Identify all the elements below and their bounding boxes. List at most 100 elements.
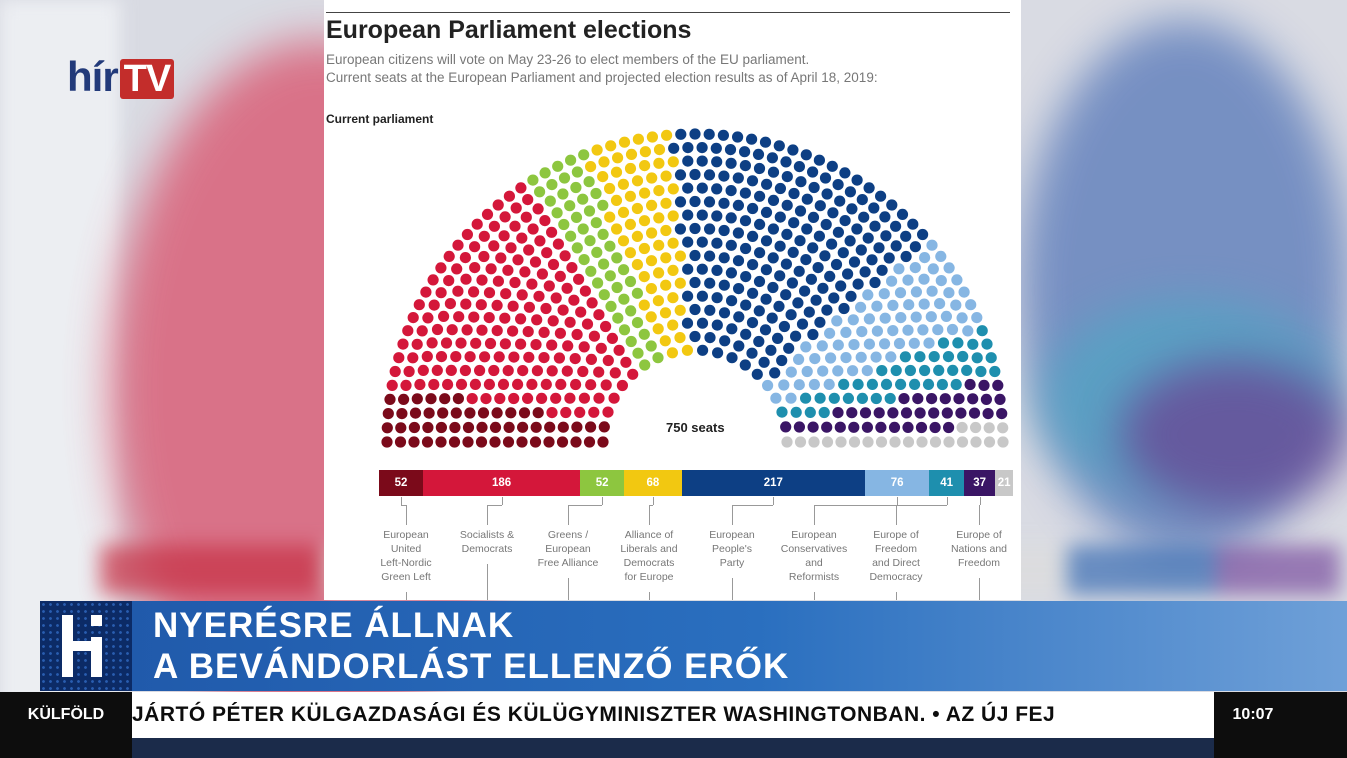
seat-dot xyxy=(805,273,817,285)
seat-dot xyxy=(667,210,679,222)
legend-label: Socialists & Democrats xyxy=(459,529,515,555)
seat-dot xyxy=(689,195,701,208)
seat-dot xyxy=(591,246,603,258)
seat-dot xyxy=(476,324,488,336)
seat-dot xyxy=(407,352,419,364)
seat-dot xyxy=(766,312,778,324)
seat-dot xyxy=(902,324,914,336)
seat-dot xyxy=(878,288,890,300)
seat-dot xyxy=(875,421,887,433)
seat-dot xyxy=(875,436,888,448)
seat-dot xyxy=(828,292,840,304)
seat-dot xyxy=(618,264,630,276)
seat-dot xyxy=(611,281,623,294)
seat-dot xyxy=(578,149,590,161)
seat-dot xyxy=(908,337,920,349)
seat-dot xyxy=(489,436,501,448)
seat-bar-segment: 76 xyxy=(865,470,930,496)
seat-dot xyxy=(893,337,906,350)
seat-dot xyxy=(616,379,628,392)
seat-dot xyxy=(983,422,995,434)
seat-dot xyxy=(604,182,616,195)
seat-dot xyxy=(801,365,813,378)
seat-dot xyxy=(902,436,915,448)
seat-dot xyxy=(859,407,872,419)
seat-dot xyxy=(425,393,437,405)
seat-dot xyxy=(593,366,605,378)
seat-dot xyxy=(879,312,891,324)
seat-dot xyxy=(598,258,610,270)
seat-dot xyxy=(557,188,569,200)
seat-dot xyxy=(527,174,539,186)
seat-dot xyxy=(696,142,708,154)
seat-dot xyxy=(914,351,926,363)
seat-dot xyxy=(725,267,737,279)
seat-dot xyxy=(610,194,623,206)
seat-dot xyxy=(818,406,830,419)
seat-dot xyxy=(400,379,412,391)
seat-dot xyxy=(530,339,542,351)
seat-dot xyxy=(855,351,867,363)
seat-dot xyxy=(653,212,665,224)
seat-dot xyxy=(557,304,569,316)
seat-bar-segment: 68 xyxy=(624,470,682,496)
seat-dot xyxy=(894,287,907,299)
seat-dot xyxy=(646,199,658,211)
seat-dot xyxy=(491,299,503,311)
seat-dot xyxy=(825,352,837,364)
seat-dot xyxy=(682,263,694,275)
seat-dot xyxy=(718,252,730,264)
lower-third: NYERÉSRE ÁLLNAK A BEVÁNDORLÁST ELLENZŐ E… xyxy=(40,601,1347,691)
legend-label: European United Left-Nordic Green Left xyxy=(380,529,432,583)
seat-dot xyxy=(847,365,859,377)
seat-dot xyxy=(964,378,976,391)
seat-dot xyxy=(739,359,751,371)
seat-dot xyxy=(772,332,784,344)
seat-dot xyxy=(726,295,738,307)
seat-dot xyxy=(509,276,521,289)
seat-dot xyxy=(976,325,988,337)
seat-dot xyxy=(604,270,616,282)
seat-dot xyxy=(747,230,759,242)
seat-dot xyxy=(732,255,745,267)
seat-dot xyxy=(962,325,974,337)
seat-dot xyxy=(740,328,752,340)
seat-dot xyxy=(577,193,589,205)
seat-dot xyxy=(558,172,571,184)
seat-dot xyxy=(814,392,826,404)
seat-dot xyxy=(696,317,709,329)
seat-dot xyxy=(753,162,766,175)
seat-dot xyxy=(859,266,871,278)
seat-dot xyxy=(783,342,795,354)
seat-dot xyxy=(703,196,716,208)
seat-dot xyxy=(852,278,864,290)
seat-dot xyxy=(711,183,723,195)
seat-dot xyxy=(578,341,590,353)
seat-dot xyxy=(495,252,507,264)
seat-dot xyxy=(704,223,716,235)
seat-dot xyxy=(422,421,434,434)
seat-dot xyxy=(697,344,709,356)
seat-dot xyxy=(832,407,844,419)
seat-dot xyxy=(885,351,897,363)
seat-dot xyxy=(488,220,500,232)
seat-dot xyxy=(538,352,550,364)
seat-dot xyxy=(689,128,701,140)
seat-dot xyxy=(431,323,444,336)
seat-dot xyxy=(483,312,495,324)
seat-dot xyxy=(485,263,497,275)
seat-dot xyxy=(543,436,555,448)
seat-dot xyxy=(526,378,538,390)
seat-dot xyxy=(478,250,490,263)
seat-dot xyxy=(759,136,772,148)
seat-dot xyxy=(602,354,614,367)
seat-dot xyxy=(876,264,888,276)
seat-dot xyxy=(509,220,521,232)
seat-dot xyxy=(766,152,778,164)
seat-dot xyxy=(498,230,510,242)
headline-line-2: A BEVÁNDORLÁST ELLENZŐ ERŐK xyxy=(153,647,790,686)
seat-dot xyxy=(459,364,471,377)
seat-dot xyxy=(828,392,840,404)
seat-dot xyxy=(395,422,407,434)
seat-dot xyxy=(739,160,751,172)
